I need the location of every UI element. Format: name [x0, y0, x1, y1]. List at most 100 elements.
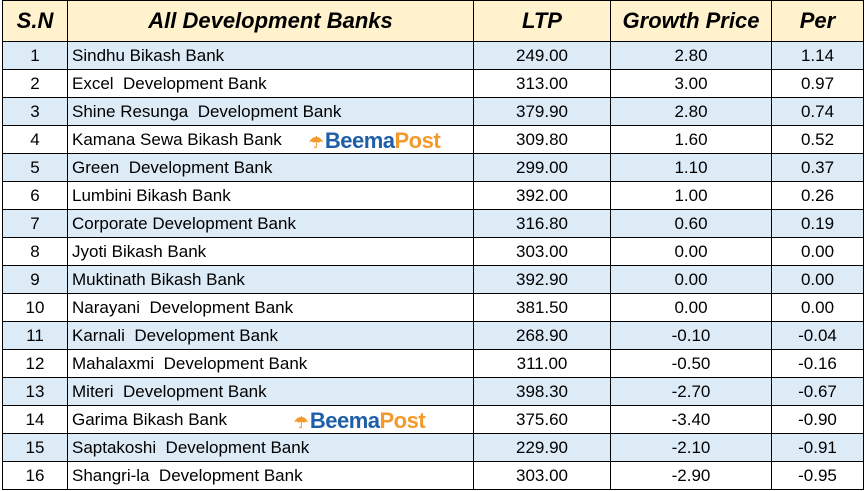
name-text: Excel Development Bank [72, 73, 267, 93]
ltp-text: 311.00 [516, 353, 568, 373]
watermark-part2: Post [379, 408, 426, 433]
sn-text: 6 [30, 185, 40, 205]
cell-growth: -2.70 [610, 377, 772, 406]
cell-ltp: 303.00 [473, 461, 611, 490]
cell-name: Sindhu Bikash Bank [67, 41, 474, 70]
per-text: 1.14 [800, 45, 835, 65]
sn-text: 12 [25, 353, 45, 373]
name-text: Muktinath Bikash Bank [72, 269, 245, 289]
cell-name: Shine Resunga Development Bank [67, 97, 474, 126]
sn-text: 11 [26, 325, 44, 345]
per-text: 0.74 [800, 101, 835, 121]
cell-per: 0.37 [771, 153, 864, 182]
cell-sn: 12 [2, 349, 68, 378]
cell-per: 1.14 [771, 41, 864, 70]
header-name: All Development Banks [67, 0, 474, 42]
ltp-text: 299.00 [516, 157, 568, 177]
per-text: 0.00 [800, 269, 835, 289]
cell-sn: 5 [2, 153, 68, 182]
cell-growth: -3.40 [610, 405, 772, 434]
ltp-text: 303.00 [516, 241, 568, 261]
header-growth: Growth Price [610, 0, 772, 42]
table-row: 13 Miteri Development Bank 398.30 -2.70 -0.6… [2, 377, 864, 406]
cell-name: Garima Bikash Bank ☂BeemaPost [67, 405, 474, 434]
sn-text: 4 [30, 129, 40, 149]
cell-ltp: 392.00 [473, 181, 611, 210]
ltp-text: 268.90 [516, 325, 568, 345]
table-row: 6 Lumbini Bikash Bank 392.00 1.00 0.26 [2, 181, 864, 210]
cell-growth: 1.00 [610, 181, 772, 210]
sn-text: 9 [30, 269, 40, 289]
sn-text: 8 [30, 241, 40, 261]
table-row: 12 Mahalaxmi Development Bank 311.00 -0.50 -… [2, 349, 864, 378]
cell-per: 0.19 [771, 209, 864, 238]
cell-per: 0.00 [771, 237, 864, 266]
growth-text: 1.60 [674, 129, 708, 149]
name-text: Garima Bikash Bank [72, 409, 227, 429]
cell-name: Lumbini Bikash Bank [67, 181, 474, 210]
cell-ltp: 379.90 [473, 97, 611, 126]
ltp-text: 303.00 [516, 465, 568, 485]
growth-text: -0.50 [671, 353, 711, 373]
per-text: -0.90 [798, 409, 837, 429]
ltp-text: 375.60 [516, 409, 568, 429]
per-text: 0.26 [800, 185, 835, 205]
sn-text: 7 [30, 213, 40, 233]
sn-text: 2 [30, 73, 40, 93]
cell-sn: 1 [2, 41, 68, 70]
cell-per: -0.16 [771, 349, 864, 378]
cell-ltp: 299.00 [473, 153, 611, 182]
cell-growth: 3.00 [610, 69, 772, 98]
name-text: Mahalaxmi Development Bank [72, 353, 308, 373]
cell-ltp: 316.80 [473, 209, 611, 238]
growth-text: 2.80 [674, 101, 708, 121]
cell-growth: 2.80 [610, 97, 772, 126]
table-row: 2 Excel Development Bank 313.00 3.00 0.97 [2, 69, 864, 98]
cell-ltp: 249.00 [473, 41, 611, 70]
name-text: Shine Resunga Development Bank [72, 101, 342, 121]
ltp-text: 249.00 [516, 45, 568, 65]
cell-name: Kamana Sewa Bikash Bank ☂BeemaPost [67, 125, 474, 154]
name-text: Sindhu Bikash Bank [72, 45, 225, 65]
cell-sn: 2 [2, 69, 68, 98]
cell-sn: 13 [2, 377, 68, 406]
cell-name: Muktinath Bikash Bank [67, 265, 474, 294]
cell-name: Excel Development Bank [67, 69, 474, 98]
growth-text: -2.90 [671, 465, 711, 485]
per-text: -0.95 [798, 465, 837, 485]
cell-ltp: 229.90 [473, 433, 611, 462]
table-row: 9 Muktinath Bikash Bank 392.90 0.00 0.00 [2, 265, 864, 294]
sn-text: 1 [30, 45, 40, 65]
ltp-text: 379.90 [516, 101, 568, 121]
ltp-text: 313.00 [516, 73, 568, 93]
cell-per: 0.00 [771, 265, 864, 294]
name-text: Saptakoshi Development Bank [72, 437, 310, 457]
cell-name: Green Development Bank [67, 153, 474, 182]
table-row: 14 Garima Bikash Bank ☂BeemaPost 375.60 -3.4… [2, 405, 864, 434]
cell-per: 0.52 [771, 125, 864, 154]
cell-name: Miteri Development Bank [67, 377, 474, 406]
growth-text: 1.00 [674, 185, 708, 205]
table-row: 15 Saptakoshi Development Bank 229.90 -2.10… [2, 433, 864, 462]
sn-text: 15 [25, 437, 45, 457]
cell-sn: 11 [2, 321, 68, 350]
per-text: 0.00 [800, 297, 835, 317]
cell-name: Jyoti Bikash Bank [67, 237, 474, 266]
cell-ltp: 303.00 [473, 237, 611, 266]
per-text: 0.52 [800, 129, 835, 149]
cell-ltp: 313.00 [473, 69, 611, 98]
cell-growth: 0.00 [610, 237, 772, 266]
per-text: 0.97 [800, 73, 835, 93]
ltp-text: 392.90 [516, 269, 568, 289]
growth-text: 3.00 [674, 73, 708, 93]
cell-growth: 1.60 [610, 125, 772, 154]
per-text: -0.04 [798, 325, 837, 345]
ltp-text: 229.90 [516, 437, 568, 457]
per-text: -0.91 [798, 437, 837, 457]
cell-per: 0.00 [771, 293, 864, 322]
watermark-part1: Beema [324, 128, 395, 153]
table-row: 8 Jyoti Bikash Bank 303.00 0.00 0.00 [2, 237, 864, 266]
header-per: Per [771, 0, 864, 42]
name-text: Corporate Development Bank [72, 213, 296, 233]
